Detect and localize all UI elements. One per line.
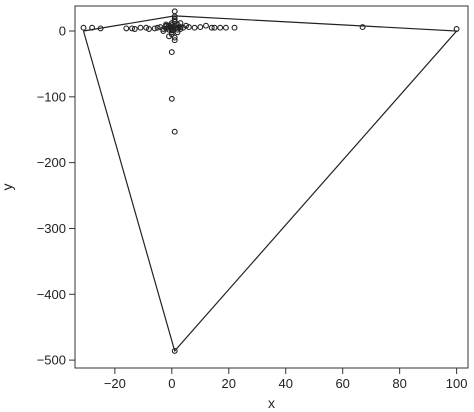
data-point [171, 8, 178, 15]
data-point [171, 347, 178, 354]
plot-area [74, 5, 469, 369]
data-point [137, 24, 144, 31]
data-point [217, 24, 224, 31]
data-point [191, 24, 198, 31]
y-tick-label: −500 [37, 353, 66, 368]
data-points [80, 8, 460, 354]
convex-hull [82, 15, 458, 353]
x-axis-title: x [268, 395, 275, 411]
x-tick-label: 40 [279, 376, 293, 391]
data-point [97, 25, 104, 32]
data-point [171, 18, 178, 25]
hull-line [82, 15, 458, 353]
data-point [80, 24, 87, 31]
y-tick-label: −300 [37, 221, 66, 236]
x-tick-label: 0 [168, 376, 175, 391]
data-point [222, 24, 229, 31]
data-point [151, 25, 158, 32]
y-axis-title: y [0, 184, 15, 191]
data-point [131, 26, 138, 32]
data-point [168, 49, 175, 56]
data-point [174, 24, 181, 31]
y-tick-label: −200 [37, 155, 66, 170]
data-point [359, 24, 366, 31]
y-tick-label: 0 [59, 24, 66, 39]
data-point [146, 26, 152, 32]
x-axis: −20 0 20 40 60 80 100 [104, 368, 468, 391]
y-tick-label: −400 [37, 287, 66, 302]
data-point [208, 24, 215, 31]
data-point [453, 26, 460, 32]
data-point [197, 24, 204, 31]
data-point [160, 28, 167, 34]
data-point [177, 24, 184, 31]
x-tick-label: 80 [392, 376, 406, 391]
data-point [171, 34, 178, 41]
data-point [129, 25, 135, 32]
data-point [171, 37, 178, 44]
data-point [177, 26, 184, 32]
x-tick-label: −20 [104, 376, 126, 391]
x-tick-label: 100 [446, 376, 468, 391]
data-point [171, 25, 178, 32]
data-point [171, 128, 178, 135]
data-point [231, 24, 238, 31]
data-point [211, 24, 218, 31]
data-point [183, 22, 190, 29]
data-point [166, 33, 172, 40]
y-tick-label: −100 [37, 89, 66, 104]
data-point [143, 24, 150, 31]
data-point [171, 16, 178, 23]
data-point [166, 26, 172, 33]
data-point [203, 22, 209, 29]
data-point [168, 95, 175, 102]
x-tick-label: 60 [335, 376, 349, 391]
data-point [89, 24, 96, 31]
data-point [163, 22, 170, 29]
y-axis: 0 −100 −200 −300 −400 −500 [37, 24, 75, 368]
data-point [123, 25, 130, 32]
data-point [185, 24, 192, 31]
x-tick-label: 20 [222, 376, 236, 391]
data-point [154, 24, 161, 31]
data-point [177, 20, 184, 27]
